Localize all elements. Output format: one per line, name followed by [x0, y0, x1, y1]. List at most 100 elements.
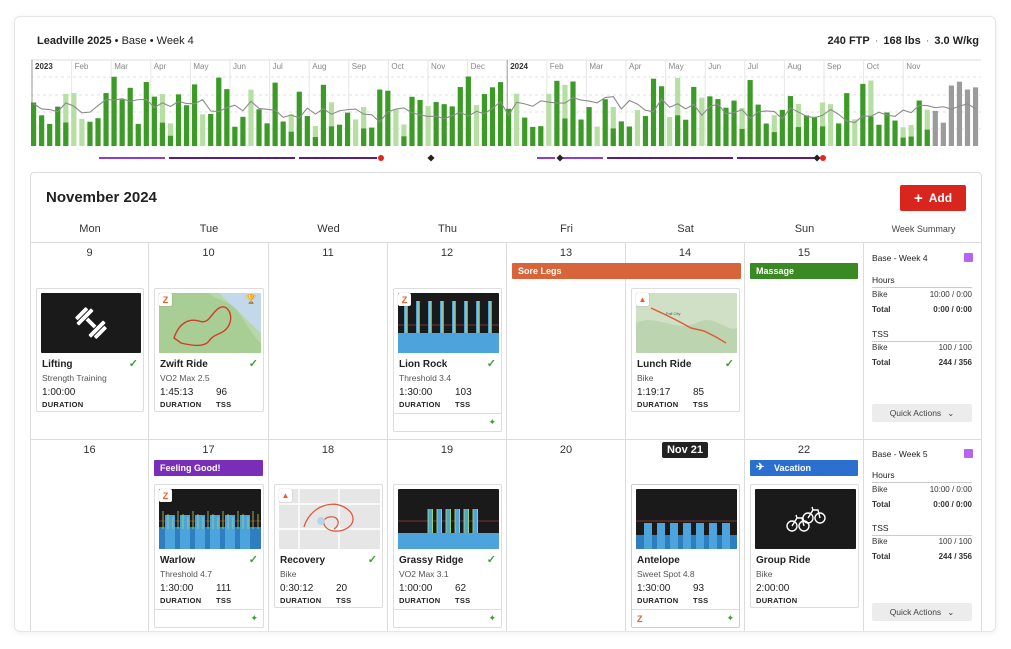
note-banner-feeling-good[interactable]: Feeling Good!: [154, 460, 263, 476]
workout-card-zwift-ride[interactable]: Z 🏆 Zwift Ride ✓ VO2 Max 2.5 1:45:13 96 …: [154, 288, 264, 412]
timeline-bar: [747, 80, 753, 146]
quick-actions-button[interactable]: Quick Actions ⌄: [872, 603, 972, 621]
plus-icon: +: [913, 189, 923, 207]
workout-duration: 0:30:12: [280, 583, 314, 594]
workout-profile-thumbnail: [159, 489, 261, 549]
workout-duration: 1:30:00: [637, 583, 671, 594]
profile-interval: [455, 509, 460, 549]
workout-card-lifting[interactable]: Lifting ✓ Strength Training 1:00:00 DURA…: [36, 288, 144, 412]
day-header-fri: Fri: [560, 223, 573, 235]
timeline-bar: [932, 110, 938, 146]
week-summary-week5: Base - Week 5 Hours Bike 10:00 / 0:00 Tot…: [864, 439, 981, 631]
note-banner-sore-legs[interactable]: Sore Legs: [512, 263, 741, 279]
timeline-month-label: Nov: [906, 62, 920, 71]
timeline-bar: [795, 127, 802, 146]
zwift-icon[interactable]: Z: [637, 614, 643, 624]
timeline-month-label: Sep: [352, 62, 367, 71]
day-cell-18[interactable]: 18 ▲ Recovery ✓ Bike 0:30:12 20 DURATION…: [269, 439, 388, 631]
profile-interval: [670, 523, 678, 549]
timeline-month-label: Aug: [312, 62, 326, 71]
sparkle-icon[interactable]: ✦: [726, 613, 734, 623]
timeline-bar: [183, 105, 190, 146]
day-number: 22: [797, 444, 811, 456]
route-map-thumbnail: Fall City: [636, 293, 737, 353]
event-banner-vacation[interactable]: ✈ Vacation: [750, 460, 858, 476]
workout-card-antelope[interactable]: Antelope Sweet Spot 4.8 1:30:00 93 DURAT…: [631, 484, 740, 628]
timeline-bar: [288, 114, 294, 146]
timeline-month-label: Apr: [629, 62, 642, 71]
workout-card-lion-rock[interactable]: Z Lion Rock ✓ Threshold 3.4 1:30:00 103 …: [393, 288, 502, 432]
sparkle-icon[interactable]: ✦: [250, 613, 258, 623]
workout-card-footer: ✦: [394, 609, 501, 627]
sparkle-icon[interactable]: ✦: [488, 417, 496, 427]
day-cell-10[interactable]: 10 Z 🏆 Zwift Ride ✓ VO2 Max 2.5 1:45:13 …: [149, 242, 269, 439]
sparkle-icon[interactable]: ✦: [488, 613, 496, 623]
workout-title: Group Ride: [756, 555, 811, 566]
day-cell-12[interactable]: 12 Z Lion Rock ✓ Threshold 3.4 1:30:00 1…: [388, 242, 507, 439]
workout-card-footer: ✦: [394, 413, 501, 431]
timeline-bar: [964, 89, 971, 146]
workout-card-grassy-ridge[interactable]: Grassy Ridge ✓ VO2 Max 3.1 1:00:00 62 DU…: [393, 484, 502, 628]
day-cell-19[interactable]: 19 Grassy Ridge ✓ VO2 Max 3.1 1:00:00 62…: [388, 439, 507, 631]
timeline-month-label: 2023: [35, 62, 53, 71]
day-cell-16[interactable]: 16: [31, 439, 149, 631]
profile-interval: [195, 515, 205, 549]
workout-profile-thumbnail: [636, 489, 737, 549]
timeline-bar: [135, 123, 141, 146]
timeline-month-label: Oct: [867, 62, 880, 71]
profile-interval: [240, 515, 250, 549]
timeline-month-label: Jul: [748, 62, 758, 71]
timeline-bar: [151, 96, 157, 146]
workout-subtitle: Bike: [637, 373, 654, 383]
timeline-bar: [344, 112, 351, 146]
day-cell-13[interactable]: 13: [507, 242, 626, 439]
workout-duration: 2:00:00: [756, 583, 790, 594]
day-cell-22[interactable]: 22 Group Ride Bike 2:00:00 DURATION: [745, 439, 864, 631]
day-cell-9[interactable]: 9 Lifting ✓ Strength Training 1:00:00 DU…: [31, 242, 149, 439]
day-cell-15[interactable]: 15: [745, 242, 864, 439]
profile-interval: [464, 509, 469, 549]
workout-card-warlow[interactable]: Z Warlow ✓ Threshold 4.7 1:30:00 111 DUR…: [154, 484, 264, 628]
day-cell-17[interactable]: 17 Z Warlow ✓ Threshold 4.7 1:30:00 111 …: [149, 439, 269, 631]
timeline-bar: [787, 96, 793, 146]
timeline-month-label: Nov: [431, 62, 445, 71]
tss-label: TSS: [693, 400, 709, 409]
check-icon: ✓: [128, 358, 138, 370]
timeline-bar: [892, 120, 898, 146]
day-cell-11[interactable]: 11: [269, 242, 388, 439]
workout-card-recovery[interactable]: ▲ Recovery ✓ Bike 0:30:12 20 DURATION TS…: [274, 484, 383, 608]
profile-interval: [428, 509, 433, 549]
day-cell-20[interactable]: 20: [507, 439, 626, 631]
workout-card-lunch-ride[interactable]: Fall City ▲ Lunch Ride ✓ Bike 1:19:17 85…: [631, 288, 740, 412]
week-summary-title: Base - Week 4: [872, 253, 928, 263]
timeline-bar: [811, 116, 818, 146]
day-cell-14[interactable]: 14 Fall City ▲ Lunch Ride ✓ Bike 1:19:17…: [626, 242, 745, 439]
timeline-bar: [465, 76, 471, 146]
timeline-month-label: Feb: [550, 62, 564, 71]
add-button[interactable]: + Add: [900, 185, 966, 211]
workout-card-group-ride[interactable]: Group Ride Bike 2:00:00 DURATION: [750, 484, 859, 608]
workout-subtitle: Sweet Spot 4.8: [637, 569, 695, 579]
day-cell-21-today[interactable]: Nov 21 Antelope Sweet Spot 4.8 1:30:00 9…: [626, 439, 745, 631]
workout-duration: 1:30:00: [160, 583, 194, 594]
day-header-mon: Mon: [79, 223, 101, 235]
timeline-bar: [449, 106, 455, 146]
timeline-bar: [159, 94, 166, 146]
profile-interval: [225, 515, 235, 549]
timeline-bar: [699, 97, 705, 146]
bikes-icon: [755, 489, 856, 549]
strava-icon: ▲: [636, 293, 649, 306]
timeline-bar: [908, 136, 914, 146]
workout-title: Warlow: [160, 555, 196, 566]
workout-title: Zwift Ride: [160, 359, 208, 370]
timeline-month-label: 2024: [510, 62, 528, 71]
training-load-timeline[interactable]: 2023 Feb Mar Apr May Jun Jul Aug Sep Oct Nov Dec 202…: [15, 57, 996, 167]
note-banner-massage[interactable]: Massage: [750, 263, 858, 279]
fitness-trend-line: [33, 95, 976, 124]
workout-subtitle: Strength Training: [42, 373, 107, 383]
timeline-bar: [280, 121, 286, 146]
hours-total-row: Total 0:00 / 0:00: [872, 500, 972, 509]
quick-actions-button[interactable]: Quick Actions ⌄: [872, 404, 972, 422]
today-marker: Nov 21: [626, 442, 744, 458]
timeline-bar: [586, 107, 592, 146]
